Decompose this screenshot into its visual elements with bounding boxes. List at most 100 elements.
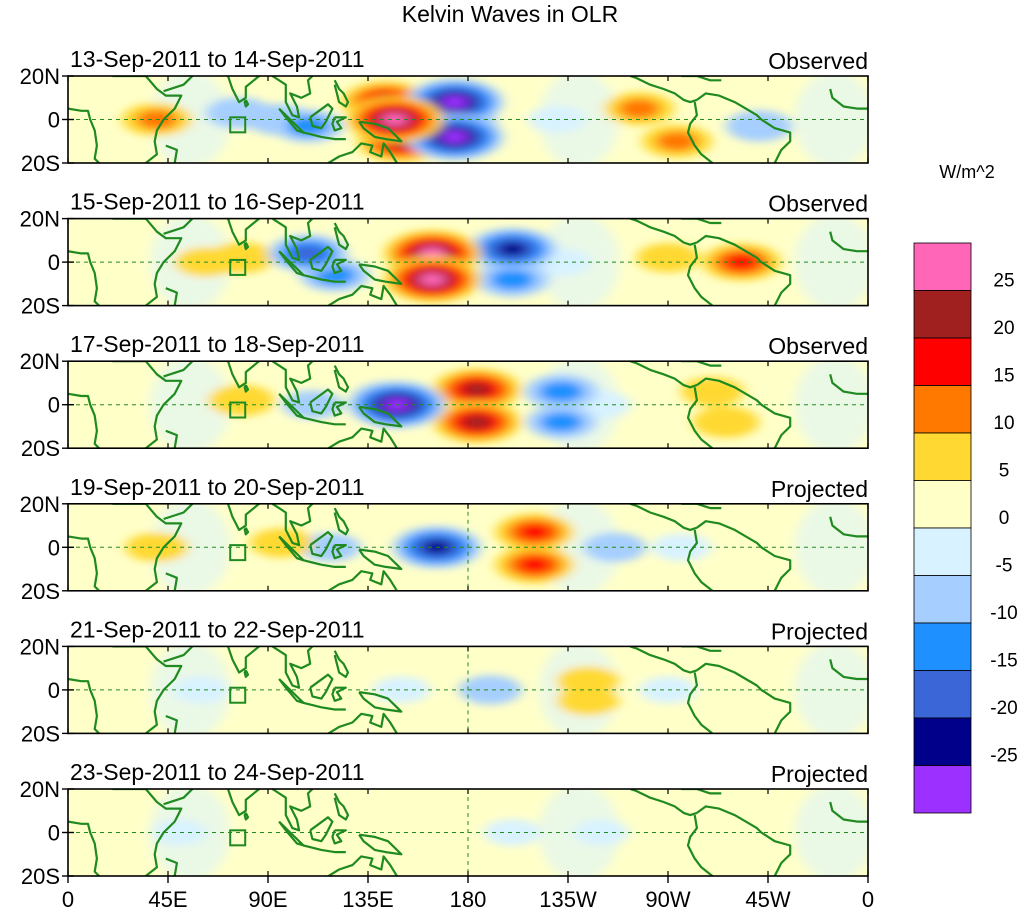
coastline — [303, 844, 346, 854]
panel-date-range: 19-Sep-2011 to 20-Sep-2011 — [70, 474, 365, 500]
coastline — [225, 503, 262, 531]
y-tick-label: 0 — [48, 821, 60, 846]
coastline — [303, 131, 346, 141]
panel-1: 20N 0 20S 13-Sep-2011 to 14-Sep-2011 Observe… — [20, 46, 869, 176]
anomaly-contour — [497, 242, 528, 257]
anomaly-field — [125, 503, 868, 591]
coastline — [112, 789, 183, 876]
coastline — [112, 503, 183, 591]
reference-box — [229, 401, 247, 419]
coastline — [331, 116, 347, 132]
anomaly-contour — [683, 819, 742, 846]
colorbar-swatch — [913, 337, 972, 386]
panel-type-label: Projected — [771, 761, 868, 787]
panel-2: 20N 0 20S 15-Sep-2011 to 16-Sep-2011 Observe… — [20, 189, 869, 319]
coastline — [696, 377, 792, 449]
coastline — [243, 242, 250, 251]
y-tick-label: 20S — [21, 151, 60, 176]
coastline — [696, 92, 792, 163]
reference-box — [229, 258, 247, 276]
colorbar-label: 10 — [993, 413, 1014, 434]
anomaly-contour — [462, 382, 492, 397]
coastline — [112, 361, 183, 449]
coastline — [303, 559, 346, 568]
coastline — [165, 429, 178, 449]
coastline — [331, 544, 347, 560]
colorbar-swatch — [913, 385, 972, 434]
coastline — [629, 789, 698, 817]
anomaly-contour — [205, 97, 273, 129]
coastlines — [68, 361, 868, 449]
coastline — [686, 814, 714, 876]
coastline — [163, 646, 194, 663]
colorbar-label: -5 — [996, 556, 1013, 577]
coastline — [165, 287, 178, 306]
y-tick-label: 20S — [21, 436, 60, 461]
anomaly-contour — [655, 131, 698, 152]
panel-date-range: 21-Sep-2011 to 22-Sep-2011 — [70, 616, 365, 642]
x-tick-label: 0 — [62, 887, 74, 912]
coastline — [68, 392, 100, 449]
colorbar-swatch — [913, 480, 972, 529]
coastline — [829, 659, 868, 681]
colorbar: 25 20 15 10 5 0 -5 -10 -15 -20 -25 — [913, 242, 1018, 814]
coastline — [165, 144, 178, 163]
coastline — [326, 427, 398, 449]
coastline — [681, 361, 722, 367]
anomaly-contour — [372, 676, 431, 704]
coastline — [333, 222, 350, 251]
anomaly-contour — [172, 676, 231, 704]
coastline — [165, 714, 178, 734]
coastline — [271, 646, 314, 689]
anomaly-contour — [208, 384, 275, 416]
panel-type-label: Observed — [768, 333, 868, 359]
coastline — [331, 686, 347, 702]
coastline — [271, 76, 314, 119]
coastline — [629, 503, 698, 531]
colorbar-swatch — [913, 290, 972, 339]
x-tick-label: 180 — [450, 887, 487, 912]
coastline — [829, 516, 868, 538]
x-tick-label: 45W — [745, 887, 790, 912]
anomaly-contour — [381, 113, 408, 126]
coastline — [163, 503, 194, 521]
coastline — [681, 218, 722, 225]
coastline — [358, 548, 403, 571]
y-tick-label: 20S — [21, 721, 60, 746]
coastline — [829, 374, 868, 395]
coastline — [358, 120, 403, 143]
coastline — [326, 712, 398, 734]
coastline — [696, 234, 792, 306]
anomaly-contour — [419, 273, 446, 286]
x-tick-label: 90W — [645, 887, 690, 912]
coastline — [326, 855, 398, 876]
coastline — [165, 857, 178, 876]
coastline — [163, 218, 194, 235]
coastline — [686, 101, 714, 163]
colorbar-label: -20 — [990, 698, 1017, 719]
panel-date-range: 13-Sep-2011 to 14-Sep-2011 — [70, 46, 365, 72]
colorbar-swatch — [913, 670, 972, 719]
coastline — [686, 672, 714, 734]
anomaly-contour — [636, 243, 700, 273]
coastline — [309, 245, 334, 272]
colorbar-units-label: W/m^2 — [939, 162, 994, 182]
y-tick-label: 0 — [48, 250, 60, 275]
coastline — [225, 646, 262, 674]
anomaly-contour — [441, 130, 468, 144]
reference-box — [229, 116, 247, 134]
coastline — [326, 570, 398, 591]
coastline — [326, 142, 398, 163]
coastline — [68, 677, 100, 734]
anomaly-contour — [681, 376, 744, 407]
coastline — [309, 816, 334, 843]
coastline — [163, 76, 194, 93]
panel-type-label: Projected — [771, 476, 868, 502]
anomaly-contour — [517, 556, 552, 573]
colorbar-label: 20 — [993, 318, 1014, 339]
coastline — [681, 76, 722, 82]
coastline — [686, 387, 714, 449]
colorbar-label: 15 — [993, 366, 1014, 387]
coastline — [112, 76, 183, 163]
coastline — [629, 646, 698, 674]
